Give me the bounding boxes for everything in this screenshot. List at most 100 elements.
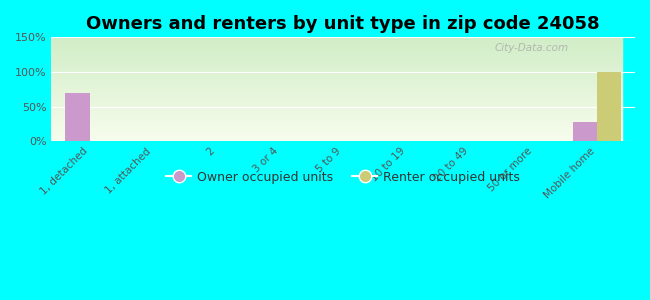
Bar [51,65,622,66]
Bar [51,135,622,136]
Bar [51,68,622,69]
Bar [51,133,622,134]
Bar [51,52,622,53]
Bar [51,139,622,140]
Bar [51,59,622,60]
Bar [51,128,622,129]
Bar [597,72,621,141]
Bar [51,78,622,79]
Bar [66,93,90,141]
Bar [51,121,622,122]
Bar [51,126,622,127]
Bar [51,83,622,84]
Bar [51,123,622,124]
Bar [51,114,622,115]
Bar [51,116,622,117]
Bar [51,107,622,108]
Bar [51,40,622,41]
Bar [51,42,622,43]
Bar [51,111,622,112]
Title: Owners and renters by unit type in zip code 24058: Owners and renters by unit type in zip c… [86,15,600,33]
Bar [51,84,622,85]
Bar [51,100,622,101]
Bar [51,53,622,54]
Bar [51,75,622,76]
Bar [51,79,622,80]
Bar [51,66,622,67]
Bar [51,71,622,72]
Bar [51,99,622,100]
Bar [51,90,622,91]
Bar [51,120,622,121]
Bar [51,73,622,74]
Bar [51,70,622,71]
Bar [51,57,622,58]
Bar [51,46,622,47]
Bar [51,91,622,92]
Bar [51,103,622,104]
Bar [51,81,622,82]
Legend: Owner occupied units, Renter occupied units: Owner occupied units, Renter occupied un… [161,166,525,189]
Bar [51,93,622,94]
Bar [51,137,622,138]
Bar [51,113,622,114]
Bar [51,37,622,38]
Bar [51,55,622,56]
Bar [51,50,622,51]
Bar [51,102,622,103]
Bar [51,105,622,106]
Bar [51,125,622,126]
Bar [51,82,622,83]
Bar [51,40,622,41]
Bar [51,129,622,130]
Bar [51,64,622,65]
Bar [51,62,622,63]
Bar [51,67,622,68]
Bar [573,122,597,141]
Bar [51,104,622,105]
Bar [51,72,622,73]
Bar [51,39,622,40]
Bar [51,134,622,135]
Bar [51,74,622,75]
Bar [51,89,622,90]
Bar [51,54,622,55]
Bar [51,96,622,97]
Bar [51,77,622,78]
Bar [51,140,622,141]
Bar [51,86,622,87]
Bar [51,98,622,99]
Bar [51,95,622,96]
Bar [51,41,622,42]
Bar [51,124,622,125]
Bar [51,138,622,139]
Bar [51,117,622,118]
Bar [51,112,622,113]
Bar [51,101,622,102]
Bar [51,47,622,48]
Bar [51,51,622,52]
Bar [51,80,622,81]
Bar [51,110,622,111]
Bar [51,49,622,50]
Bar [51,85,622,86]
Bar [51,69,622,70]
Bar [51,92,622,93]
Bar [51,122,622,123]
Bar [51,136,622,137]
Bar [51,48,622,49]
Bar [51,88,622,89]
Bar [51,56,622,57]
Bar [51,44,622,45]
Bar [51,115,622,116]
Bar [51,61,622,62]
Bar [51,63,622,64]
Bar [51,87,622,88]
Bar [51,38,622,39]
Bar [51,43,622,44]
Bar [51,45,622,46]
Bar [51,118,622,119]
Bar [51,60,622,61]
Bar [51,132,622,133]
Bar [51,76,622,77]
